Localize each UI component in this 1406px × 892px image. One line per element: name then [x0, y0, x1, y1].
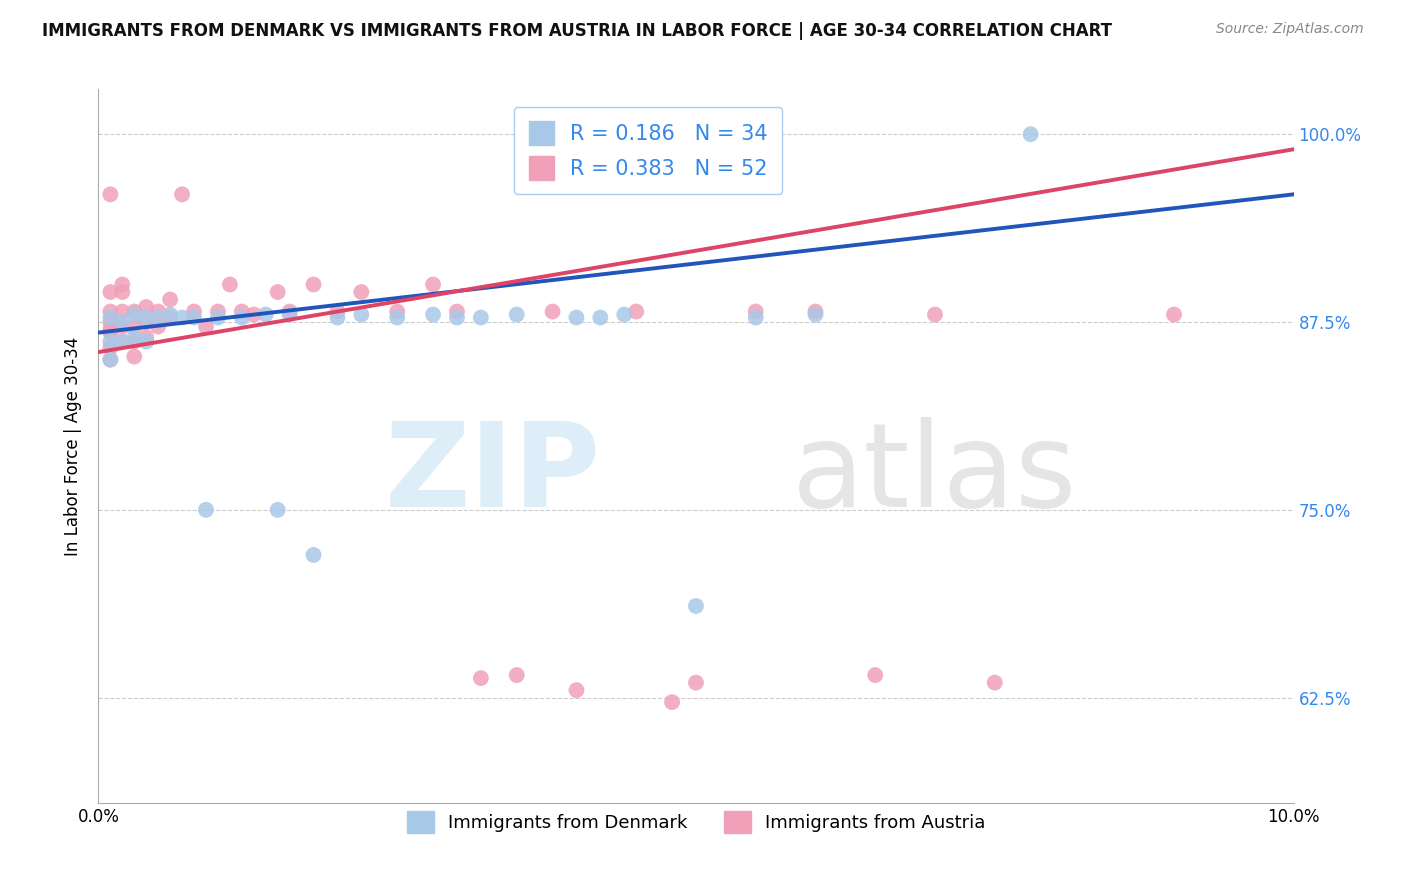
Point [124, 350, 146, 364]
Point [98, 334, 122, 349]
Point [326, 310, 349, 325]
Point [470, 671, 492, 685]
Point [565, 310, 588, 325]
Point [506, 668, 529, 682]
Point [172, 187, 194, 202]
Y-axis label: In Labor Force | Age 30-34: In Labor Force | Age 30-34 [63, 336, 82, 556]
Point [135, 330, 157, 344]
Point [111, 319, 134, 334]
Point [195, 503, 218, 517]
Point [172, 310, 194, 325]
Point [98, 341, 122, 355]
Point [98, 352, 122, 367]
Point [385, 310, 409, 325]
Point [302, 548, 325, 562]
Point [148, 319, 170, 334]
Point [1019, 128, 1042, 142]
Text: atlas: atlas [792, 417, 1077, 532]
Point [626, 304, 648, 318]
Text: ZIP: ZIP [384, 417, 600, 532]
Point [326, 304, 349, 318]
Point [148, 304, 170, 318]
Point [159, 293, 181, 307]
Point [1163, 308, 1185, 322]
Point [183, 310, 205, 325]
Point [98, 304, 122, 318]
Point [135, 310, 157, 325]
Point [254, 308, 277, 322]
Point [350, 308, 373, 322]
Point [98, 322, 122, 336]
Point [135, 315, 157, 329]
Point [111, 315, 134, 329]
Point [685, 675, 707, 690]
Point [111, 277, 134, 292]
Point [124, 308, 146, 322]
Point [267, 503, 290, 517]
Point [446, 310, 468, 325]
Point [124, 334, 146, 349]
Point [278, 304, 301, 318]
Point [446, 304, 468, 318]
Point [422, 308, 444, 322]
Point [98, 285, 122, 299]
Point [98, 315, 122, 329]
Point [219, 277, 242, 292]
Point [745, 310, 768, 325]
Point [124, 330, 146, 344]
Point [111, 304, 134, 318]
Point [470, 310, 492, 325]
Point [243, 308, 266, 322]
Point [385, 304, 409, 318]
Point [231, 310, 253, 325]
Point [98, 352, 122, 367]
Point [865, 668, 887, 682]
Point [565, 683, 588, 698]
Point [111, 334, 134, 349]
Point [111, 334, 134, 349]
Point [267, 285, 290, 299]
Point [98, 326, 122, 340]
Point [685, 599, 707, 613]
Point [148, 310, 170, 325]
Point [183, 304, 205, 318]
Point [159, 308, 181, 322]
Point [804, 308, 827, 322]
Point [278, 308, 301, 322]
Point [541, 304, 564, 318]
Point [422, 277, 444, 292]
Point [613, 308, 636, 322]
Point [159, 310, 181, 325]
Point [207, 304, 229, 318]
Point [207, 310, 229, 325]
Point [124, 304, 146, 318]
Point [111, 285, 134, 299]
Point [745, 304, 768, 318]
Point [135, 334, 157, 349]
Point [135, 300, 157, 314]
Text: Source: ZipAtlas.com: Source: ZipAtlas.com [1216, 22, 1364, 37]
Point [804, 304, 827, 318]
Point [98, 310, 122, 325]
Point [661, 695, 683, 709]
Point [924, 308, 946, 322]
Legend: Immigrants from Denmark, Immigrants from Austria: Immigrants from Denmark, Immigrants from… [399, 804, 993, 840]
Point [98, 187, 122, 202]
Point [589, 310, 612, 325]
Point [984, 675, 1007, 690]
Point [195, 319, 218, 334]
Text: IMMIGRANTS FROM DENMARK VS IMMIGRANTS FROM AUSTRIA IN LABOR FORCE | AGE 30-34 CO: IMMIGRANTS FROM DENMARK VS IMMIGRANTS FR… [42, 22, 1112, 40]
Point [302, 277, 325, 292]
Point [350, 285, 373, 299]
Point [124, 319, 146, 334]
Point [506, 308, 529, 322]
Point [231, 304, 253, 318]
